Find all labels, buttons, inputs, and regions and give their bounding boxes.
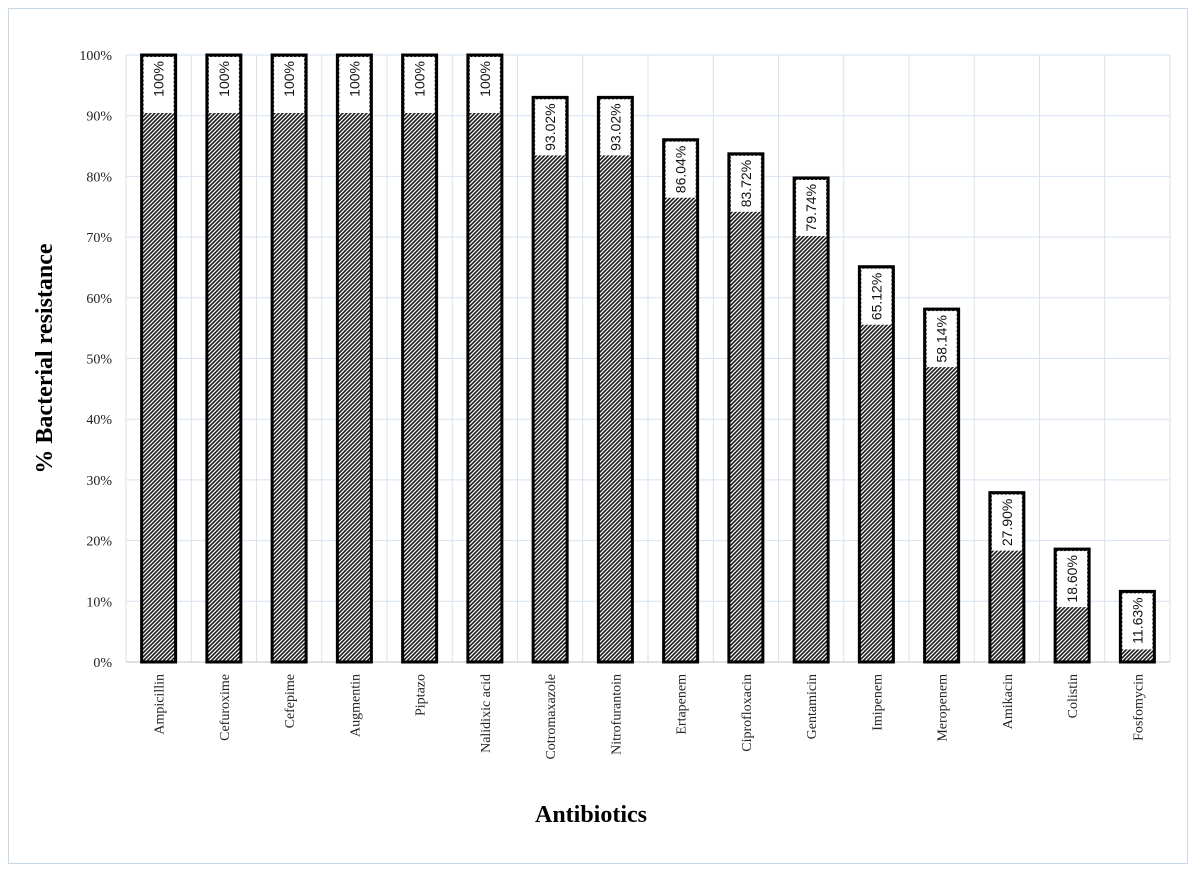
data-label-background	[1122, 593, 1153, 650]
bar-ertapenem	[662, 138, 700, 664]
x-category-label: Colistin	[1066, 674, 1081, 718]
x-category-label: Augmentin	[348, 674, 363, 737]
data-label-background	[535, 99, 566, 156]
y-tick-label: 20%	[86, 535, 112, 550]
bar-piptazo	[401, 53, 439, 664]
bar-cefepime	[270, 53, 308, 664]
data-label: 11.63%	[1129, 597, 1145, 643]
bar-ciprofloxacin	[727, 152, 765, 664]
x-category-label: Nitrofurantoin	[609, 674, 624, 755]
y-tick-label: 100%	[79, 49, 112, 64]
data-label-background	[730, 155, 761, 212]
y-tick-label: 60%	[86, 292, 112, 307]
y-axis-title: % Bacterial resistance	[32, 243, 58, 474]
y-tick-label: 50%	[86, 353, 112, 368]
x-category-label: Cefuroxime	[218, 674, 233, 741]
data-label-background	[796, 179, 827, 236]
bar-augmentin	[335, 53, 373, 664]
x-category-label: Ampicillin	[153, 674, 168, 735]
x-category-labels: Ampicillin Cefuroxime Cefepime Augmentin Pip…	[153, 674, 1147, 760]
data-label: 93.02%	[607, 103, 623, 150]
bar-gentamicin	[792, 176, 830, 664]
data-label: 100%	[346, 61, 362, 97]
x-category-label: Gentamicin	[805, 674, 820, 739]
bar-nitrofurantoin	[596, 95, 634, 664]
x-category-label: Cefepime	[283, 674, 298, 728]
data-label: 83.72%	[738, 160, 754, 207]
x-category-label: Fosfomycin	[1131, 674, 1146, 741]
data-label-background	[469, 57, 500, 113]
x-category-label: Cotromaxazole	[544, 674, 559, 760]
data-label: 100%	[151, 61, 167, 97]
data-label: 65.12%	[868, 273, 884, 320]
x-category-label: Imipenem	[870, 674, 885, 731]
x-category-label: Ertapenem	[675, 674, 690, 735]
x-axis-title: Antibiotics	[535, 802, 647, 828]
data-label: 18.60%	[1064, 555, 1080, 602]
x-category-label: Meropenem	[936, 674, 951, 742]
data-label: 79.74%	[803, 184, 819, 231]
data-label: 93.02%	[542, 103, 558, 150]
data-label-background	[861, 268, 892, 325]
x-category-label: Ciprofloxacin	[740, 674, 755, 752]
x-category-label: Piptazo	[414, 674, 429, 716]
data-label: 100%	[216, 61, 232, 97]
bar-nalidixic-acid	[466, 53, 504, 664]
x-category-label: Nalidixic acid	[479, 674, 494, 753]
data-label: 100%	[412, 61, 428, 97]
data-label-background	[404, 57, 435, 113]
data-label-background	[991, 494, 1022, 551]
data-label: 100%	[477, 61, 493, 97]
y-tick-label: 40%	[86, 413, 112, 428]
y-tick-labels: 0% 10% 20% 30% 40% 50% 60% 70% 80% 90% 100%	[79, 49, 112, 671]
y-tick-label: 90%	[86, 110, 112, 125]
bar-cefuroxime	[205, 53, 243, 664]
data-label: 86.04%	[673, 146, 689, 193]
data-label: 100%	[281, 61, 297, 97]
y-tick-label: 10%	[86, 595, 112, 610]
data-label-background	[926, 311, 957, 368]
data-label-background	[208, 57, 239, 113]
data-label-background	[143, 57, 174, 113]
x-category-label: Amikacin	[1001, 674, 1016, 729]
y-tick-label: 0%	[93, 656, 112, 671]
bars: 100% 100% 100% 100% 100% 100% 93.02% 93.02% 86.0…	[140, 53, 1156, 664]
data-label: 27.90%	[999, 499, 1015, 546]
y-tick-label: 30%	[86, 474, 112, 489]
data-label-background	[665, 141, 696, 198]
data-label-background	[600, 99, 631, 156]
bar-meropenem	[923, 307, 961, 664]
bar-ampicillin	[140, 53, 178, 664]
y-tick-label: 80%	[86, 170, 112, 185]
data-label-background	[339, 57, 370, 113]
data-label: 58.14%	[934, 315, 950, 362]
data-label-background	[274, 57, 305, 113]
y-tick-label: 70%	[86, 231, 112, 246]
data-label-background	[1057, 551, 1088, 608]
bar-imipenem	[857, 265, 895, 664]
bar-cotromaxazole	[531, 95, 569, 664]
